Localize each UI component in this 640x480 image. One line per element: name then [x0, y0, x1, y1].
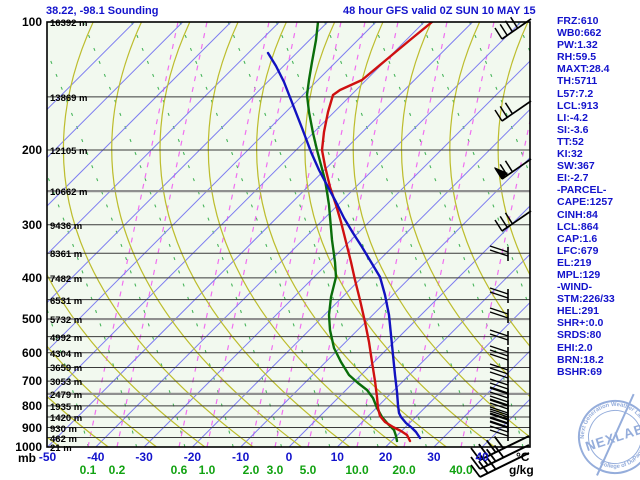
index-line: EL:219 [557, 256, 592, 269]
index-line: EHI:2.0 [557, 341, 593, 354]
index-line: HEL:291 [557, 305, 600, 318]
index-line: -WIND- [557, 281, 592, 294]
index-line: -PARCEL- [557, 184, 607, 197]
index-line: SI:-3.6 [557, 123, 589, 136]
index-line: LCL:864 [557, 220, 599, 233]
index-line: TT:52 [557, 135, 584, 148]
index-line: MAXT:28.4 [557, 63, 610, 76]
index-line: STM:226/33 [557, 293, 615, 306]
index-line: LI:-4.2 [557, 111, 588, 124]
index-line: SW:367 [557, 160, 595, 173]
pressure-unit-label: mb [18, 451, 36, 465]
index-line: SHR+:0.0 [557, 317, 604, 330]
index-line: CAPE:1257 [557, 196, 614, 209]
index-line: BRN:18.2 [557, 353, 604, 366]
index-line: KI:32 [557, 148, 583, 161]
index-line: L57:7.2 [557, 87, 594, 100]
index-line: PW:1.32 [557, 39, 598, 52]
index-line: CINH:84 [557, 208, 598, 221]
index-line: BSHR:69 [557, 365, 602, 378]
svg-text:NEXLAB: NEXLAB [584, 421, 640, 454]
index-line: WB0:662 [557, 27, 602, 40]
index-line: LFC:679 [557, 244, 599, 257]
index-line: LCL:913 [557, 99, 599, 112]
index-line: TH:5711 [557, 75, 598, 88]
station-title: 38.22, -98.1 Sounding [46, 5, 159, 17]
index-line: RH:59.5 [557, 51, 597, 64]
index-line: FRZ:610 [557, 15, 599, 27]
index-line: CAP:1.6 [557, 232, 598, 245]
mixing-unit-label: g/kg [509, 463, 534, 477]
index-line: MPL:129 [557, 268, 601, 281]
valid-time-title: 48 hour GFS valid 0Z SUN 10 MAY 15 [343, 5, 536, 17]
index-line: SRDS:80 [557, 329, 602, 342]
indices-panel: FRZ:610 WB0:662 PW:1.32 RH:59.5 MAXT:28.4 TH:… [557, 15, 640, 378]
index-line: EI:-2.7 [557, 172, 589, 185]
temp-unit-label: °C [516, 450, 530, 464]
